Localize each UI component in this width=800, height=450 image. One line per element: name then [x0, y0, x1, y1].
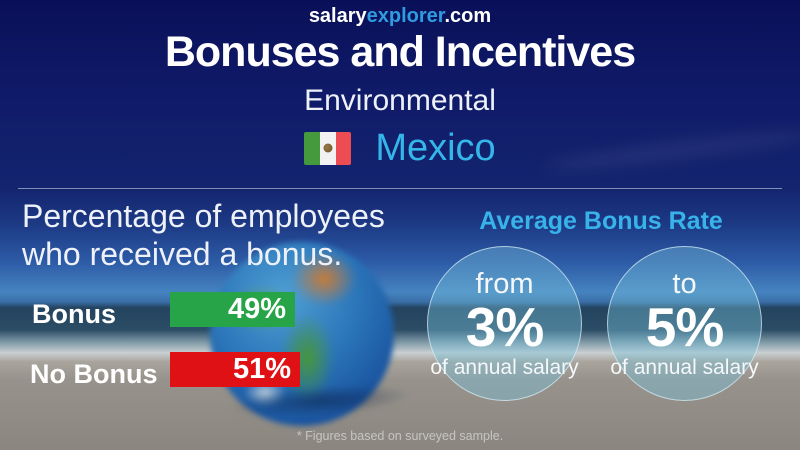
bar-label-bonus: Bonus — [32, 299, 116, 329]
country-name: Mexico — [375, 126, 496, 169]
flag-white-band — [319, 131, 336, 165]
to-value: 5% — [645, 295, 724, 358]
site-logo-explorer: explorer — [366, 5, 445, 27]
to-caption: of annual salary — [610, 356, 759, 380]
category-subtitle: Environmental — [304, 84, 496, 117]
country-row: Mexico — [0, 127, 800, 169]
section-divider — [18, 188, 782, 189]
bonus-rate-to-circle: to 5% of annual salary — [607, 246, 762, 401]
site-logo-com: .com — [444, 5, 492, 27]
from-value: 3% — [465, 295, 544, 358]
from-label: from — [475, 267, 534, 300]
page-title: Bonuses and Incentives — [164, 28, 636, 76]
average-bonus-rate-title: Average Bonus Rate — [479, 207, 723, 235]
from-caption: of annual salary — [430, 356, 579, 380]
bonus-rate-from-circle: from 3% of annual salary — [427, 246, 582, 401]
site-logo[interactable]: salaryexplorer.com — [0, 5, 800, 28]
flag-eagle-emblem — [323, 143, 333, 153]
footer-disclaimer: * Figures based on surveyed sample. — [296, 429, 504, 443]
to-label: to — [672, 267, 697, 300]
bar-label-no-bonus: No Bonus — [30, 359, 158, 389]
bar-no-bonus: 51% — [170, 352, 300, 387]
mexico-flag-icon — [304, 131, 352, 165]
bar-bonus: 49% — [170, 292, 295, 327]
left-panel-heading: Percentage of employees who received a b… — [22, 197, 385, 274]
bar-no-bonus-value: 51% — [232, 353, 291, 385]
site-logo-salary: salary — [308, 5, 367, 27]
left-heading-line1: Percentage of employees — [22, 198, 385, 234]
flag-red-band — [335, 131, 352, 165]
bar-bonus-value: 49% — [227, 293, 286, 325]
left-heading-line2: who received a bonus. — [22, 236, 343, 273]
flag-green-band — [304, 131, 320, 165]
